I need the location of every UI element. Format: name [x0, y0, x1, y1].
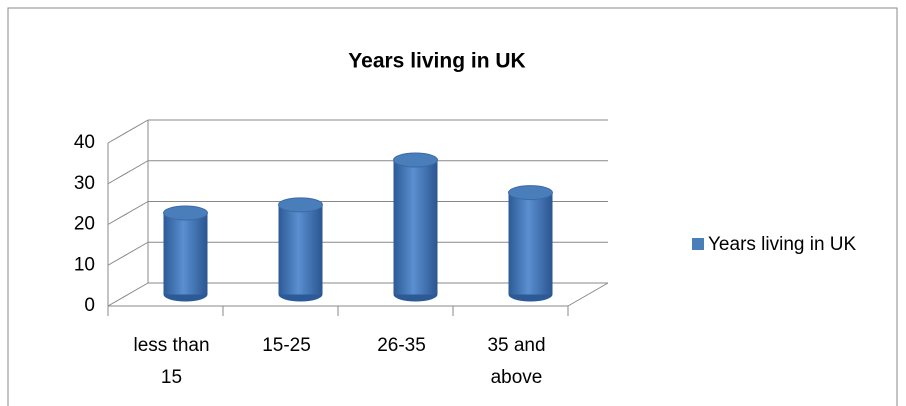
grid-line	[107, 241, 149, 266]
y-tick-label: 10	[74, 254, 95, 275]
chart-title: Years living in UK	[348, 50, 525, 73]
grid-line	[107, 282, 149, 307]
bar-top	[508, 185, 553, 201]
x-tick-label: 35 and above	[487, 335, 546, 388]
chart-frame	[7, 7, 898, 406]
bar	[163, 213, 208, 295]
grid-line	[107, 160, 149, 185]
grid-line	[107, 201, 149, 225]
bar-top	[163, 205, 208, 221]
grid-line	[107, 119, 149, 144]
y-tick-label: 30	[74, 173, 95, 194]
bar	[508, 192, 553, 295]
y-tick-label: 20	[74, 214, 95, 235]
bar-top	[393, 152, 438, 168]
x-tick-label: 15-25	[262, 335, 311, 356]
x-tick-label: less than 15	[133, 335, 210, 388]
legend-label: Years living in UK	[708, 234, 857, 255]
floor-side	[567, 282, 609, 307]
bar-top	[278, 197, 323, 213]
bar	[393, 160, 438, 295]
y-tick-label: 40	[74, 132, 95, 153]
y-tick-label: 0	[84, 295, 95, 316]
x-tick-label: 26-35	[377, 335, 426, 356]
legend-swatch	[692, 238, 704, 250]
bar	[278, 204, 323, 295]
